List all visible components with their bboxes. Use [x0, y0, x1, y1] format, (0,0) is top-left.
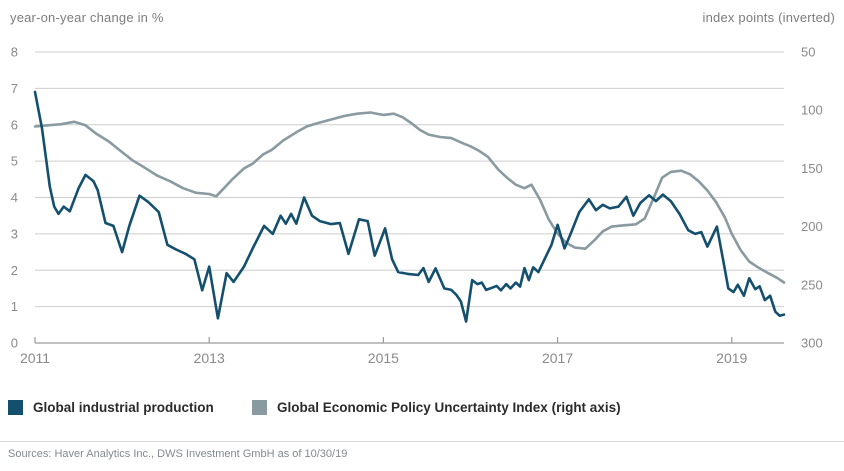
legend: Global industrial production Global Econ…	[0, 399, 844, 417]
footer-divider	[0, 441, 844, 442]
left-axis-tick-label: 2	[11, 263, 18, 278]
x-axis-tick-label: 2017	[542, 350, 573, 366]
left-axis-tick-label: 3	[11, 226, 18, 241]
legend-label-industrial-production: Global industrial production	[33, 399, 214, 415]
legend-item-industrial-production: Global industrial production	[8, 399, 214, 415]
left-axis-tick-label: 5	[11, 154, 18, 169]
legend-label-uncertainty-index: Global Economic Policy Uncertainty Index…	[277, 399, 621, 415]
source-note: Sources: Haver Analytics Inc., DWS Inves…	[8, 448, 348, 460]
left-axis-tick-label: 6	[11, 117, 18, 132]
right-axis-title: index points (inverted)	[702, 10, 835, 25]
right-axis-tick-label: 50	[801, 45, 815, 60]
series-line-global-economic-policy-uncertainty-index-right-axis	[33, 111, 786, 284]
right-axis-tick-label: 200	[801, 219, 823, 234]
left-axis-tick-label: 4	[11, 190, 18, 205]
right-axis-tick-label: 100	[801, 103, 823, 118]
x-axis-tick-label: 2015	[368, 350, 399, 366]
chart-area: 0 1 2 3 4 5 6 7 8 50 100 150 200 250 300 2011 2013 2015 20…	[11, 45, 823, 367]
series-line-global-industrial-production	[33, 90, 786, 323]
right-axis-tick-label: 250	[801, 277, 823, 292]
x-axis-tick-label: 2019	[716, 350, 747, 366]
x-axis-tick-label: 2011	[20, 350, 50, 366]
chart-svg: 0 1 2 3 4 5 6 7 8 50 100 150 200 250 300 2011 2013 2015 20…	[11, 45, 823, 367]
legend-item-uncertainty-index: Global Economic Policy Uncertainty Index…	[252, 399, 621, 415]
legend-swatch-uncertainty-index	[252, 399, 267, 415]
left-axis-tick-label: 7	[11, 81, 18, 96]
left-axis-tick-label: 8	[11, 45, 18, 60]
left-axis-title: year-on-year change in %	[10, 10, 164, 25]
right-axis-tick-label: 300	[801, 336, 823, 351]
right-axis-tick-label: 150	[801, 161, 823, 176]
left-axis-tick-label: 1	[11, 299, 18, 314]
legend-swatch-industrial-production	[8, 399, 23, 415]
left-axis-tick-label: 0	[11, 336, 18, 351]
x-axis-tick-label: 2013	[194, 350, 225, 366]
